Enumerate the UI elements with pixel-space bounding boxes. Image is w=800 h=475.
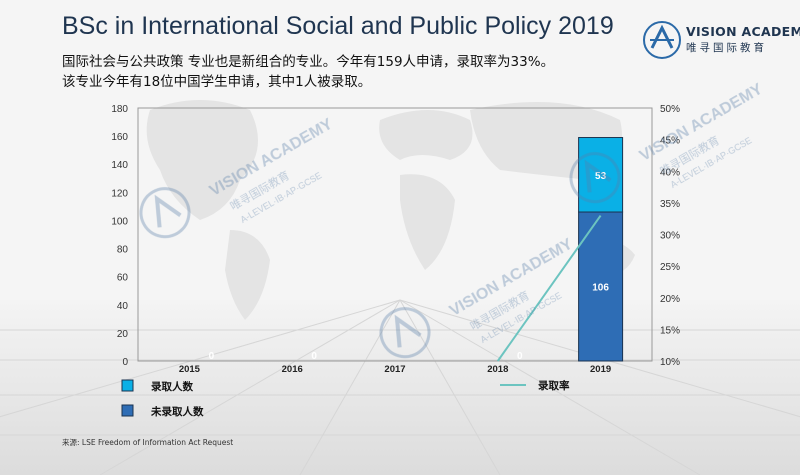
bar-admitted	[578, 137, 624, 213]
y-left-tick-label: 20	[117, 329, 129, 340]
watermark-logo-icon	[569, 152, 621, 204]
x-tick-label: 2018	[487, 364, 508, 375]
chart-line	[496, 214, 602, 362]
legend-label: 未录取人数	[150, 405, 204, 418]
legend-swatch	[121, 404, 134, 417]
data-label: 53	[595, 171, 607, 182]
y-left-tick-label: 80	[117, 245, 129, 256]
y-left-tick-label: 180	[111, 104, 128, 115]
y-right-tick-label: 30%	[660, 231, 680, 242]
legend-label: 录取人数	[151, 380, 193, 393]
watermark-logo-mark	[584, 159, 612, 193]
data-label: 0	[311, 351, 317, 362]
y-left-tick-label: 0	[122, 357, 128, 368]
y-right-tick-label: 35%	[660, 199, 680, 210]
y-right-tick-label: 15%	[660, 325, 680, 336]
watermark-logo-mark	[394, 314, 422, 348]
y-left-tick-label: 120	[111, 188, 128, 199]
chart-axes: 0 20 40 60 80 100 120 140 160 180 10% 15% 20% 25% 30% 3…	[111, 104, 680, 375]
watermark-logo-mark	[154, 194, 182, 228]
y-left-tick-label: 60	[117, 273, 129, 284]
x-tick-label: 2016	[282, 364, 303, 375]
data-label: 106	[592, 283, 609, 294]
x-tick-label: 2017	[384, 364, 405, 375]
data-label: 0	[517, 351, 523, 362]
watermark-logo-icon	[379, 307, 431, 359]
subtitle-line-2: 该专业今年有18位中国学生申请，其中1人被录取。	[62, 74, 372, 90]
y-right-tick-label: 40%	[660, 167, 680, 178]
x-tick-label: 2015	[179, 364, 201, 375]
subtitle-line-1: 国际社会与公共政策 专业也是新组合的专业。今年有159人申请，录取率为33%。	[62, 54, 555, 70]
logo-cn-name: 唯寻国际教育	[686, 42, 767, 54]
legend-label: 录取率	[538, 379, 570, 392]
data-label: 0	[209, 351, 215, 362]
y-right-tick-label: 50%	[660, 104, 680, 115]
y-right-tick-label: 45%	[660, 136, 680, 147]
logo-name: VISION ACADEMY	[686, 24, 800, 39]
y-right-tick-label: 10%	[660, 357, 680, 368]
plot-border	[137, 107, 653, 362]
y-left-tick-label: 140	[111, 160, 128, 171]
y-left-tick-label: 160	[111, 132, 128, 143]
legend-swatch	[121, 379, 134, 392]
y-left-tick-label: 40	[117, 301, 129, 312]
y-right-tick-label: 20%	[660, 294, 680, 305]
watermark-logo-icon	[139, 187, 191, 239]
y-right-tick-label: 25%	[660, 262, 680, 273]
vision-academy-logo-icon	[643, 21, 681, 59]
y-left-tick-label: 100	[111, 216, 128, 227]
source-note: 来源: LSE Freedom of Information Act Reque…	[62, 438, 234, 447]
page-title: BSc in International Social and Public P…	[62, 12, 614, 40]
line-series-rate	[496, 214, 602, 362]
chart-labels: 0 0 0 106 53	[209, 171, 610, 362]
x-tick-label: 2019	[590, 364, 611, 375]
